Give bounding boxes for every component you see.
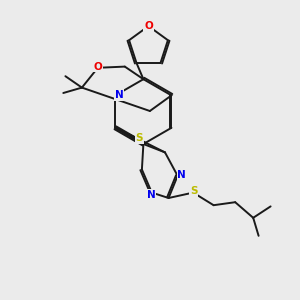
Text: N: N [115,90,123,100]
Text: S: S [190,186,198,197]
Text: O: O [93,61,102,72]
Text: O: O [144,21,153,31]
Text: S: S [136,133,143,143]
Text: N: N [177,170,186,180]
Text: N: N [147,190,156,200]
